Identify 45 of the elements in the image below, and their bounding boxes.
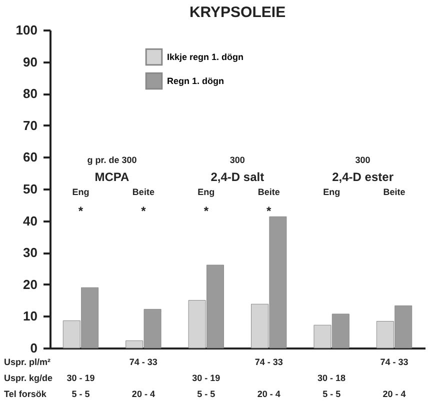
text: 74 - 33 <box>380 357 408 367</box>
legend-label: Ikkje regn 1. dögn <box>167 52 244 62</box>
text: 74 - 33 <box>254 357 283 367</box>
y-tick-label: 70 <box>23 118 38 133</box>
text: 5 - 5 <box>197 389 216 399</box>
x-tick-label: Eng <box>72 187 90 197</box>
y-tick-label: 40 <box>23 213 38 228</box>
text: Uspr. pl/m² <box>4 357 51 367</box>
annotation: g pr. de 300 <box>87 155 137 165</box>
text: 74 - 33 <box>129 357 158 367</box>
text: 20 - 4 <box>132 389 155 399</box>
chart-title: KRYPSOLEIE <box>189 4 286 21</box>
annotation: MCPA <box>94 170 130 184</box>
text: 20 - 4 <box>382 389 406 399</box>
x-tick-label: Beite <box>132 187 154 197</box>
text: 5 - 5 <box>72 389 90 399</box>
annotation: 2,4-D salt <box>210 170 264 184</box>
y-tick-label: 10 <box>23 308 38 324</box>
x-tick-label: Beite <box>258 187 280 197</box>
text: 30 - 19 <box>192 373 220 383</box>
y-tick-label: 80 <box>23 86 38 102</box>
y-tick-label: 100 <box>16 22 38 38</box>
legend-label: Regn 1. dögn <box>167 76 224 86</box>
y-tick-label: 0 <box>30 340 38 356</box>
annotation: * <box>78 204 84 218</box>
text: 5 - 5 <box>322 389 341 399</box>
y-tick-label: 20 <box>23 276 38 292</box>
y-tick-label: 30 <box>23 245 38 260</box>
annotation: * <box>204 204 209 218</box>
x-tick-label: Eng <box>198 187 215 197</box>
text: 20 - 4 <box>257 389 280 399</box>
text: Uspr. kg/de <box>4 373 53 383</box>
text: 30 - 18 <box>318 373 346 383</box>
annotation: 300 <box>355 155 370 165</box>
x-tick-label: Beite <box>383 187 406 197</box>
annotation: 300 <box>230 155 245 165</box>
text: Tel forsök <box>4 389 48 399</box>
y-tick-label: 50 <box>23 182 38 196</box>
annotation: * <box>141 204 146 218</box>
y-tick-label: 60 <box>23 150 38 165</box>
y-tick-label: 90 <box>23 54 38 70</box>
x-tick-label: Eng <box>323 187 340 197</box>
annotation: * <box>266 204 272 218</box>
annotation: 2,4-D ester <box>332 170 394 184</box>
text: 30 - 19 <box>66 373 95 383</box>
